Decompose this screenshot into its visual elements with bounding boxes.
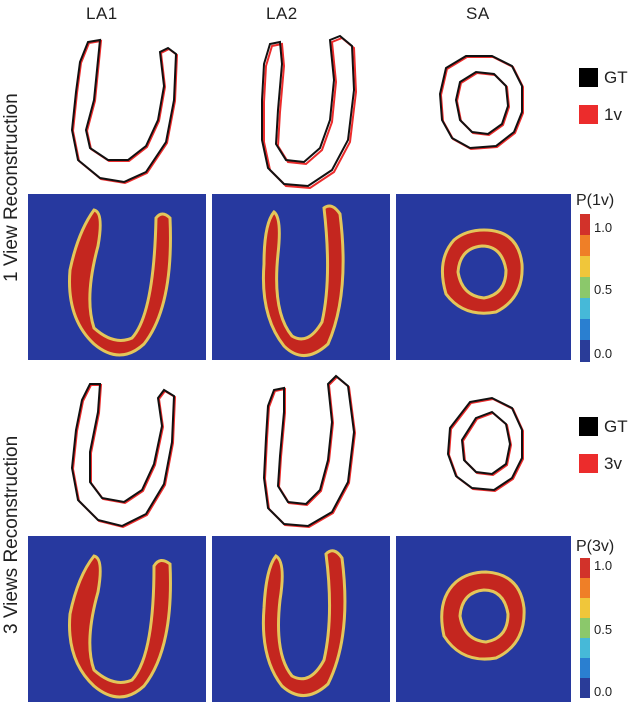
- colorbar-tick-3v-low: 0.0: [594, 684, 613, 699]
- prob-map-la2-1v: [212, 194, 390, 360]
- legend-swatch-3v: [579, 454, 598, 473]
- contour-panel-sa-3v: [446, 396, 524, 493]
- prob-map-sa-3v: [396, 536, 571, 702]
- prob-map-sa-1v: [396, 194, 571, 360]
- colorbar-3v: [580, 558, 590, 698]
- contour-panel-la1-1v: [70, 38, 179, 185]
- prob-map-la2-3v: [212, 536, 390, 702]
- contour-panel-la2-3v: [262, 374, 357, 529]
- colorbar-tick-3v-mid: 0.5: [594, 622, 613, 637]
- legend-label-gt-3v: GT: [604, 417, 628, 436]
- contour-panel-la2-1v: [261, 34, 358, 190]
- legend-swatch-gt-3v: [579, 417, 598, 436]
- column-header-sa: SA: [466, 4, 490, 23]
- contour-panel-sa-1v: [438, 55, 524, 151]
- colorbar-title-3v: P(3v): [576, 538, 615, 555]
- legend-label-3v: 3v: [604, 454, 622, 473]
- column-header-la2: LA2: [266, 4, 298, 23]
- contour-panel-la1-3v: [70, 383, 177, 529]
- colorbar-tick-1v-mid: 0.5: [594, 282, 613, 297]
- legend-label-gt-1v: GT: [604, 68, 628, 87]
- legend-swatch-1v: [579, 105, 598, 124]
- colorbar-tick-3v-high: 1.0: [594, 558, 613, 573]
- row-label-1-view: 1 View Reconstruction: [1, 93, 22, 282]
- colorbar-tick-1v-low: 0.0: [594, 346, 613, 361]
- colorbar-tick-1v-high: 1.0: [594, 220, 613, 235]
- colorbar-title-1v: P(1v): [576, 192, 615, 209]
- colorbar-1v: [580, 214, 590, 362]
- prob-map-la1-3v: [28, 536, 206, 702]
- legend-label-1v: 1v: [604, 105, 622, 124]
- legend-swatch-gt-1v: [579, 68, 598, 87]
- column-header-la1: LA1: [86, 4, 118, 23]
- prob-map-la1-1v: [28, 194, 206, 360]
- row-label-3-views: 3 Views Reconstruction: [1, 435, 22, 634]
